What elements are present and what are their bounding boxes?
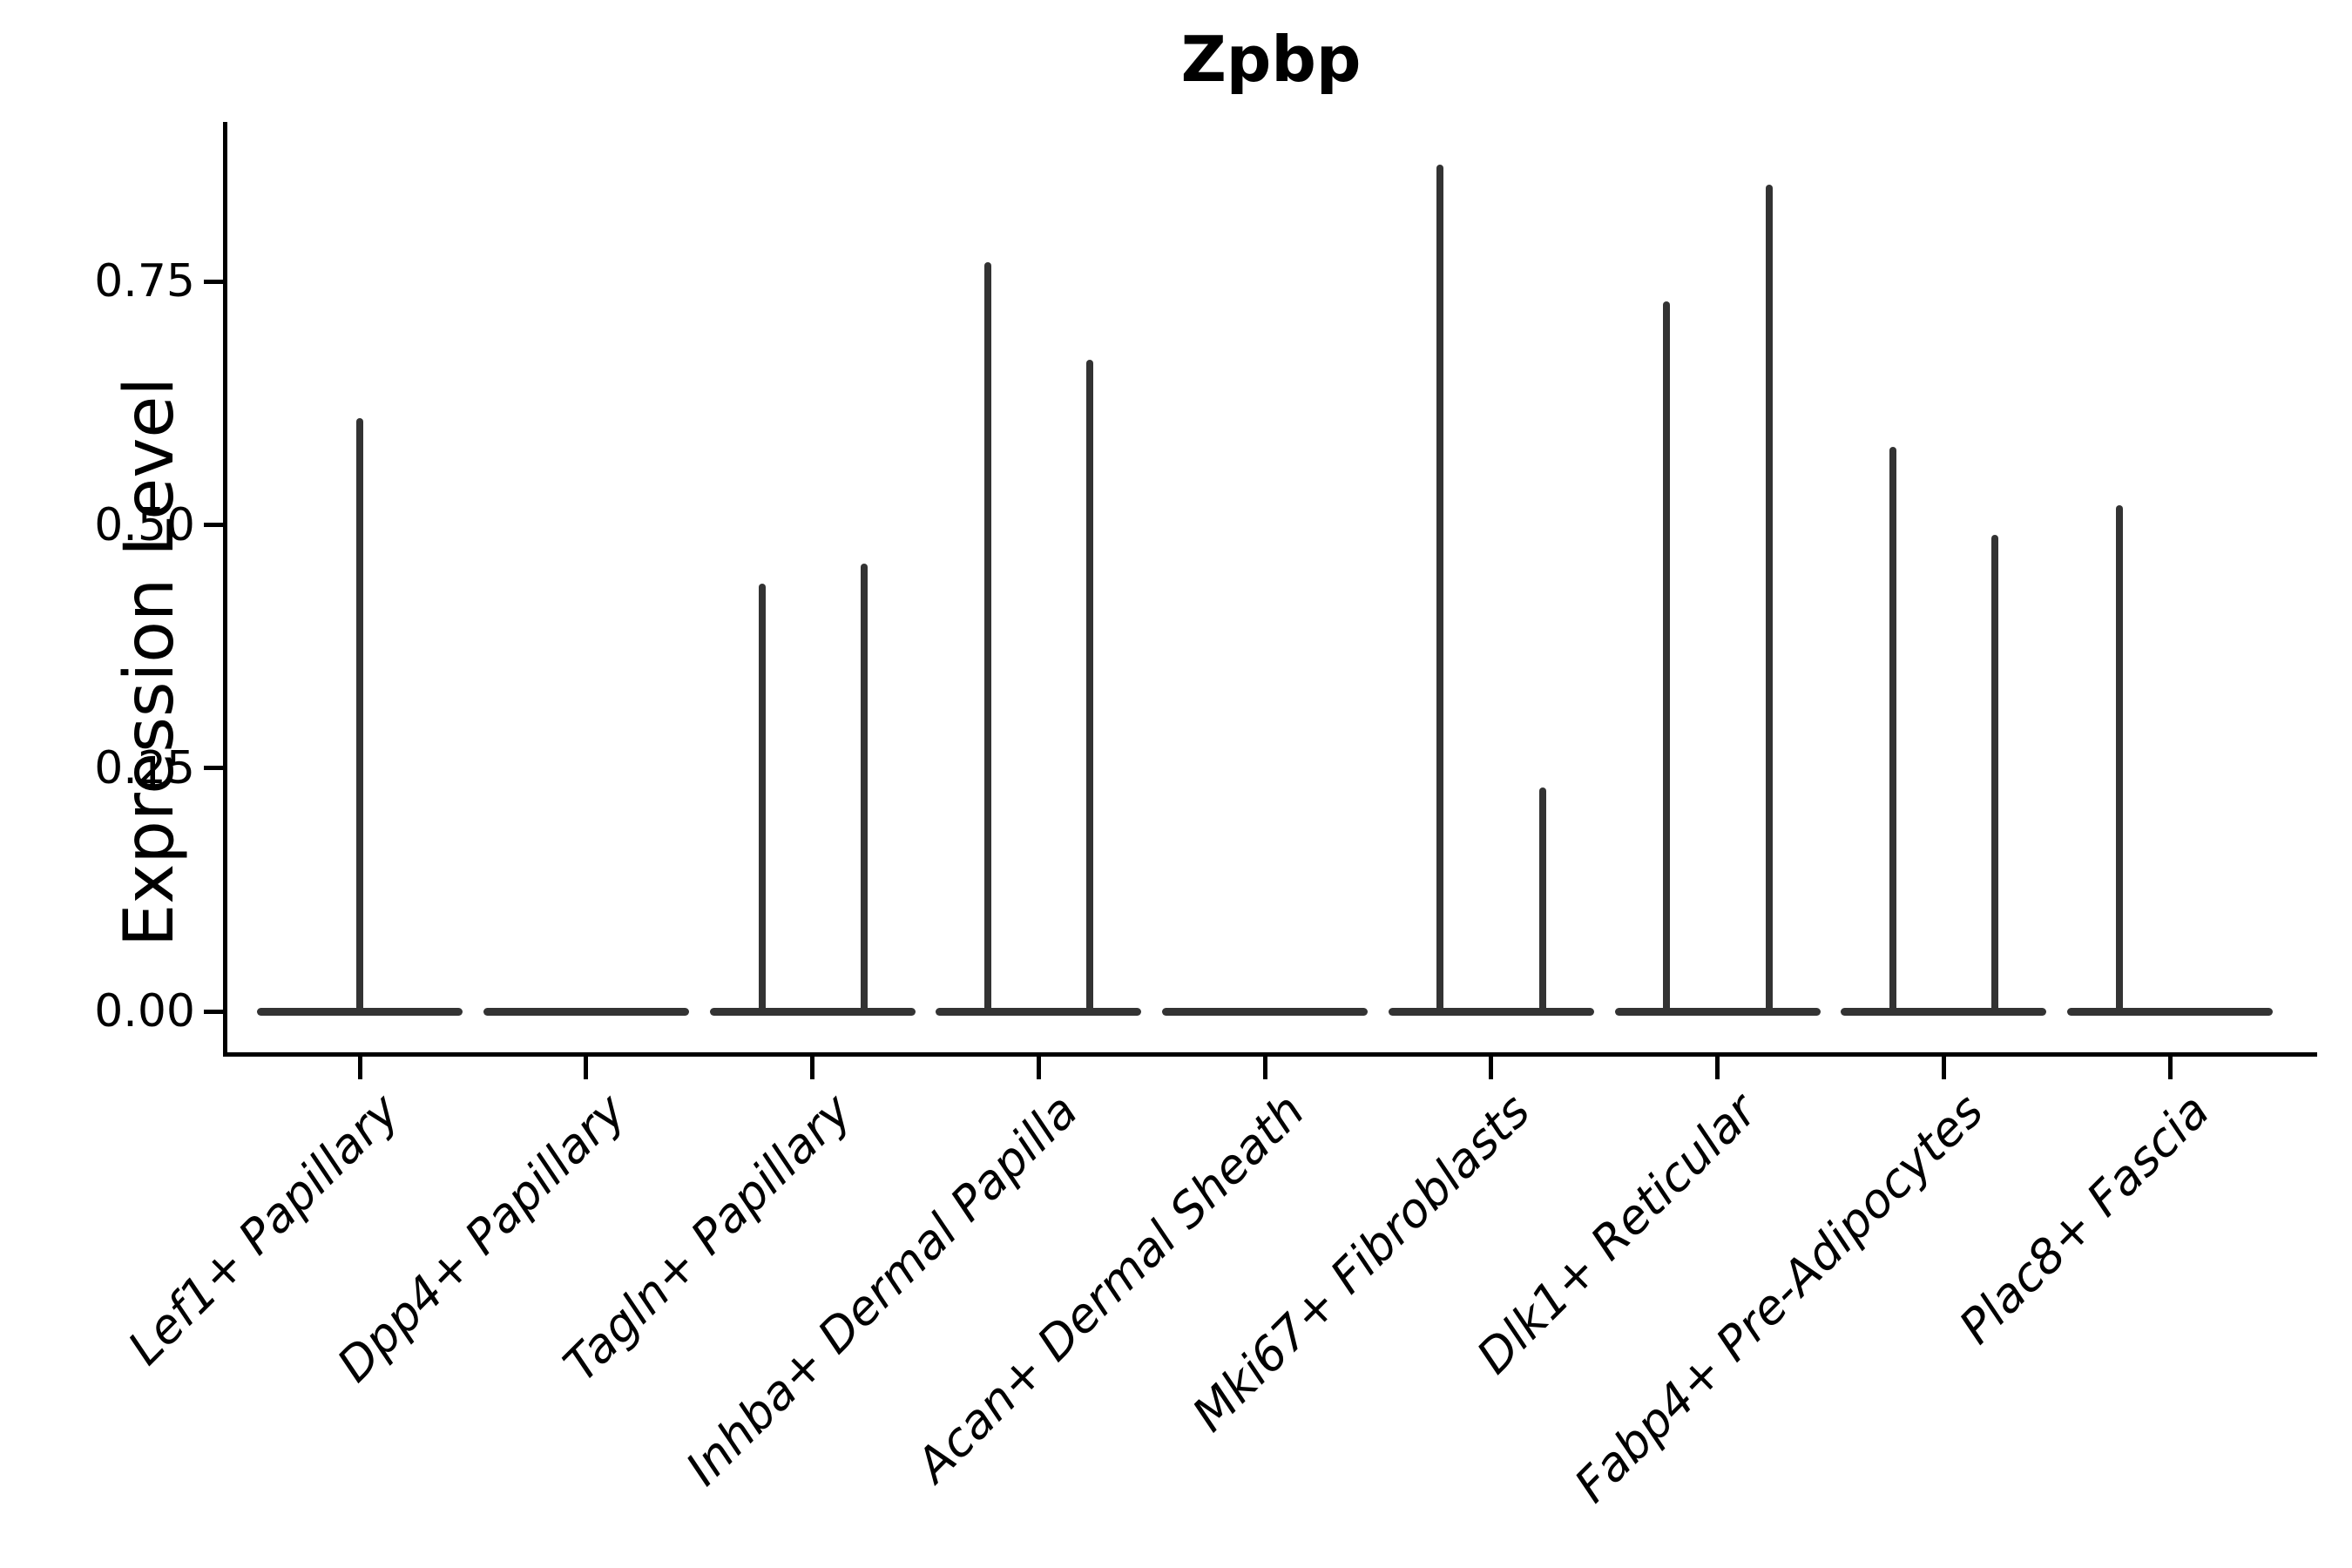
violin-spike bbox=[758, 583, 766, 1011]
x-tick-mark bbox=[1715, 1057, 1720, 1079]
x-tick-mark bbox=[584, 1057, 589, 1079]
violin-spike bbox=[1991, 534, 1999, 1011]
y-tick-mark bbox=[204, 766, 225, 771]
violin-spike bbox=[1765, 184, 1773, 1011]
violin-baseline bbox=[936, 1007, 1142, 1016]
violin-spike bbox=[860, 564, 868, 1011]
y-tick-label: 0.00 bbox=[94, 985, 195, 1037]
violin-baseline bbox=[483, 1007, 689, 1016]
x-tick-label: Fabp4+ Pre-Adipocytes bbox=[1563, 1083, 1994, 1513]
violin-baseline bbox=[1614, 1007, 1821, 1016]
chart-title: Zpbp bbox=[1180, 23, 1362, 96]
x-tick-label: Acan+ Dermal Sheath bbox=[905, 1083, 1315, 1493]
violin-baseline bbox=[1162, 1007, 1368, 1016]
y-tick-mark bbox=[204, 523, 225, 527]
violin-baseline bbox=[1841, 1007, 2047, 1016]
x-tick-mark bbox=[810, 1057, 814, 1079]
y-axis-spine bbox=[223, 122, 227, 1057]
violin-spike bbox=[1086, 359, 1094, 1011]
y-axis-label: Expression Level bbox=[111, 376, 189, 948]
violin-spike bbox=[1889, 447, 1897, 1011]
y-tick-mark bbox=[204, 1009, 225, 1014]
x-tick-mark bbox=[1489, 1057, 1494, 1079]
y-tick-label: 0.50 bbox=[94, 498, 195, 551]
violin-spike bbox=[1662, 301, 1670, 1011]
violin-spike bbox=[356, 417, 363, 1011]
x-tick-mark bbox=[1036, 1057, 1041, 1079]
violin-baseline bbox=[709, 1007, 916, 1016]
x-tick-mark bbox=[1262, 1057, 1267, 1079]
x-tick-mark bbox=[2167, 1057, 2173, 1079]
violin-spike bbox=[1436, 165, 1443, 1011]
violin-baseline bbox=[1388, 1007, 1594, 1016]
violin-spike bbox=[984, 261, 992, 1011]
x-tick-mark bbox=[1941, 1057, 1946, 1079]
y-tick-label: 0.25 bbox=[94, 741, 195, 794]
violin-baseline bbox=[2067, 1007, 2273, 1016]
y-tick-mark bbox=[204, 279, 225, 284]
violin-baseline bbox=[257, 1007, 463, 1016]
x-tick-label: Plac8+ Fascia bbox=[1948, 1083, 2220, 1355]
x-tick-mark bbox=[357, 1057, 362, 1079]
y-tick-label: 0.75 bbox=[94, 255, 195, 308]
violin-spike bbox=[2116, 505, 2123, 1011]
x-axis-spine bbox=[223, 1052, 2317, 1057]
violin-spike bbox=[1538, 787, 1546, 1011]
x-tick-label: Inhba+ Dermal Papilla bbox=[675, 1083, 1089, 1497]
